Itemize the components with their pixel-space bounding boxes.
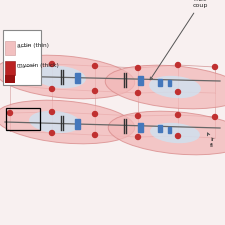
Circle shape	[50, 61, 54, 67]
Circle shape	[135, 65, 140, 70]
Circle shape	[92, 63, 97, 68]
Circle shape	[212, 115, 218, 119]
Circle shape	[7, 65, 13, 70]
Circle shape	[135, 113, 140, 119]
Bar	[3, 30, 41, 85]
Ellipse shape	[105, 65, 225, 109]
Ellipse shape	[34, 66, 86, 88]
Bar	[6, 108, 40, 130]
Circle shape	[135, 90, 140, 95]
Circle shape	[176, 63, 180, 68]
Ellipse shape	[150, 123, 200, 143]
Circle shape	[176, 133, 180, 139]
Circle shape	[92, 88, 97, 94]
Bar	[5, 61, 15, 75]
Bar	[75, 73, 80, 83]
Bar	[5, 75, 15, 83]
Text: ir
fi: ir fi	[207, 133, 214, 148]
Ellipse shape	[0, 55, 135, 99]
Ellipse shape	[149, 76, 201, 98]
Circle shape	[50, 110, 54, 115]
Ellipse shape	[108, 111, 225, 155]
Circle shape	[92, 133, 97, 137]
Bar	[138, 76, 143, 85]
Bar	[168, 80, 171, 86]
Bar	[138, 123, 143, 132]
Circle shape	[135, 135, 140, 140]
Text: myosin (thick): myosin (thick)	[17, 63, 59, 68]
Ellipse shape	[0, 100, 135, 144]
Circle shape	[176, 90, 180, 94]
Text: actin (thin): actin (thin)	[17, 43, 49, 47]
Circle shape	[7, 110, 13, 115]
Bar	[158, 125, 162, 132]
Text: mec
coup: mec coup	[150, 0, 208, 80]
Ellipse shape	[29, 111, 81, 133]
Bar	[168, 127, 171, 133]
Bar	[158, 79, 162, 86]
Circle shape	[50, 130, 54, 135]
Bar	[75, 119, 80, 129]
Circle shape	[176, 112, 180, 117]
Circle shape	[50, 86, 54, 92]
Bar	[5, 41, 15, 55]
Circle shape	[92, 112, 97, 117]
Circle shape	[212, 65, 218, 70]
